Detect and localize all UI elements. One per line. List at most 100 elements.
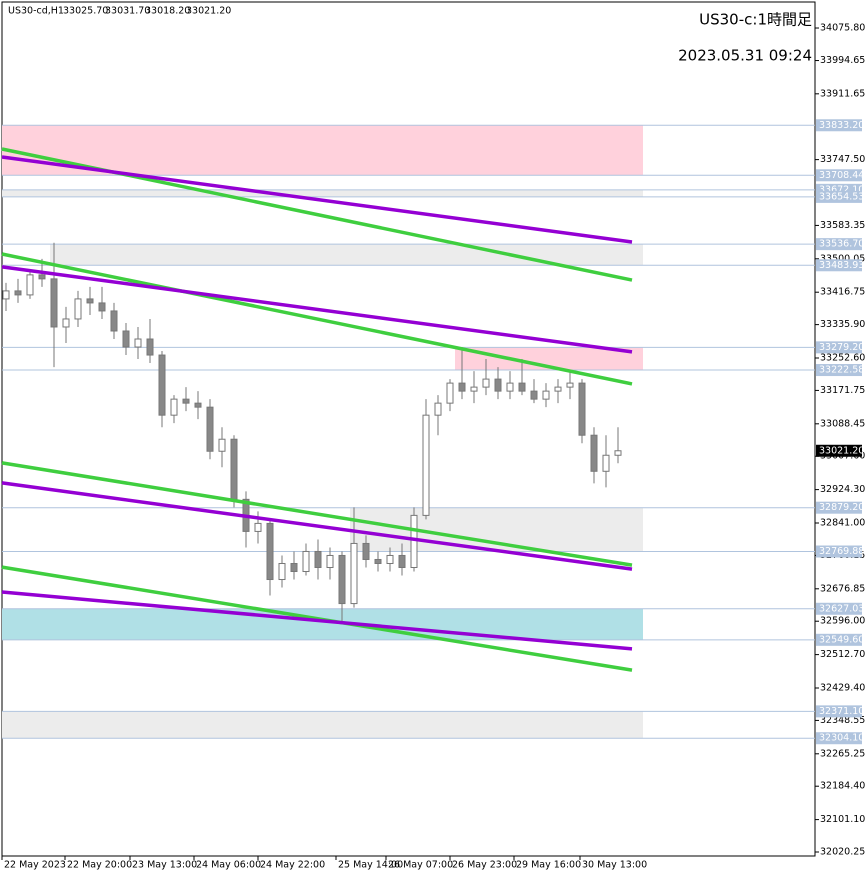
zone	[2, 711, 643, 739]
candle-body	[350, 542, 358, 605]
candle-body	[110, 310, 118, 332]
trend-line	[1, 461, 633, 567]
y-tick-label: 33088.45	[820, 418, 865, 429]
y-tick-label: 32924.30	[820, 484, 865, 495]
symbol: US30-cd,H1	[8, 6, 64, 17]
candle-body	[146, 338, 154, 356]
header-high: 33031.70	[105, 6, 150, 17]
level-label: 33654.53	[819, 191, 864, 202]
level-label-box	[816, 732, 862, 745]
current-price-box	[816, 444, 862, 457]
candle-body	[614, 450, 622, 456]
candle-body	[38, 274, 46, 280]
candle-body	[542, 390, 550, 400]
candle-body	[362, 542, 370, 560]
candle-body	[434, 402, 442, 416]
level-label: 33483.93	[819, 260, 864, 271]
candle-body	[530, 390, 538, 400]
level-label: 33672.10	[819, 184, 864, 195]
level-label: 33833.20	[819, 120, 864, 131]
candle-body	[26, 274, 34, 296]
level-label-box	[816, 501, 862, 514]
level-label: 32304.10	[819, 733, 864, 744]
x-tick-label: 26 May 23:00	[452, 860, 517, 871]
y-tick-label: 33252.60	[820, 353, 865, 364]
y-tick-label: 32841.00	[820, 518, 865, 529]
candle-body	[62, 318, 70, 328]
level-label-box	[816, 238, 862, 251]
candle-body	[326, 554, 334, 568]
current-price-label: 33021.20	[819, 445, 864, 456]
trend-line	[1, 252, 633, 386]
candle-body	[578, 382, 586, 436]
level-label: 32879.20	[819, 502, 864, 513]
zone	[2, 608, 643, 640]
trend-line	[1, 565, 633, 672]
y-tick-label: 33500.05	[820, 253, 865, 264]
candle-body	[182, 398, 190, 404]
x-tick-label: 24 May 22:00	[260, 860, 325, 871]
y-tick-label: 32265.25	[820, 748, 865, 759]
candle-body	[2, 290, 10, 300]
candle-body	[470, 386, 478, 392]
trend-line	[1, 155, 633, 244]
level-label-box	[816, 259, 862, 272]
candle-body	[566, 382, 574, 388]
candle-body	[50, 278, 58, 328]
trend-line	[1, 590, 633, 651]
level-label: 32549.60	[819, 634, 864, 645]
candle-body	[266, 522, 274, 581]
y-tick-label: 33171.75	[820, 385, 865, 396]
candle-body	[314, 550, 322, 568]
level-label-box	[816, 341, 862, 354]
candle-body	[374, 558, 382, 564]
level-label-box	[816, 190, 862, 203]
x-tick-label: 29 May 16:00	[516, 860, 581, 871]
y-tick-label: 33583.35	[820, 220, 865, 231]
candle-body	[458, 382, 466, 392]
candle-body	[134, 338, 142, 348]
candle-body	[74, 298, 82, 320]
header-close: 33021.20	[186, 6, 231, 17]
candle-body	[206, 406, 214, 452]
level-label: 33536.70	[819, 239, 864, 250]
candle-body	[494, 378, 502, 392]
y-tick-label: 33911.65	[820, 88, 865, 99]
y-tick-label: 32596.00	[820, 616, 865, 627]
level-label: 33279.20	[819, 342, 864, 353]
candle-body	[398, 554, 406, 568]
level-label: 32769.88	[819, 546, 864, 557]
x-tick-label: 26 May 07:00	[388, 860, 453, 871]
y-tick-label: 32348.55	[820, 715, 865, 726]
candle-body	[518, 382, 526, 392]
candle-body	[602, 454, 610, 472]
candle-body	[194, 402, 202, 408]
header-open: 33025.70	[63, 6, 108, 17]
candle-body	[86, 298, 94, 304]
candle-body	[590, 434, 598, 472]
level-label-box	[816, 119, 862, 132]
candle-body	[338, 554, 346, 605]
candle-body	[170, 398, 178, 416]
level-label-box	[816, 602, 862, 615]
candle-body	[506, 382, 514, 392]
zone	[50, 244, 643, 266]
zone	[455, 347, 643, 371]
candle-body	[230, 438, 238, 500]
level-label: 32627.03	[819, 603, 864, 614]
x-tick-label: 30 May 13:00	[582, 860, 647, 871]
level-label: 32371.10	[819, 706, 864, 717]
header-low: 33018.20	[145, 6, 190, 17]
y-tick-label: 32020.25	[820, 847, 865, 858]
candle-body	[446, 382, 454, 404]
y-tick-label: 33335.90	[820, 319, 865, 330]
x-tick-label: 22 May 20:00	[67, 860, 132, 871]
y-tick-label: 33416.75	[820, 287, 865, 298]
candle-body	[386, 554, 394, 564]
candle-body	[122, 330, 130, 348]
level-label: 33708.44	[819, 170, 864, 181]
candle-body	[554, 386, 562, 392]
y-tick-label: 32429.40	[820, 682, 865, 693]
candle-body	[278, 562, 286, 581]
